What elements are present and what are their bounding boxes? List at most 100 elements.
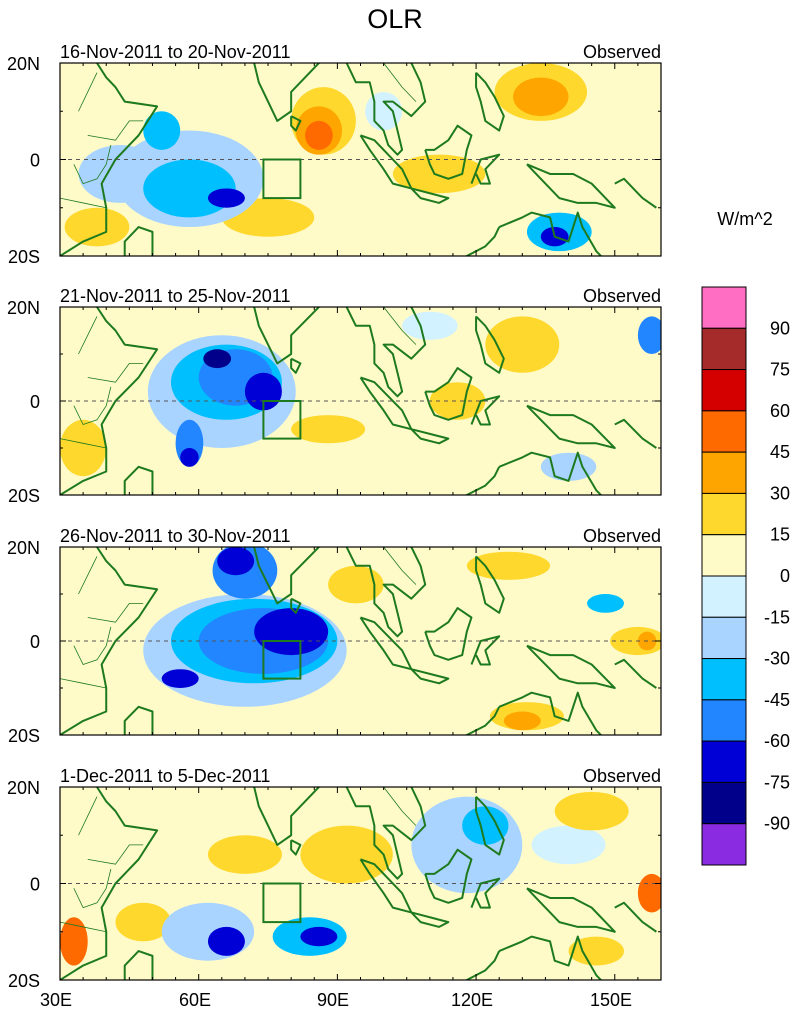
olr-field: [60, 763, 661, 980]
country-border: [78, 796, 98, 836]
country-border: [78, 316, 98, 355]
colorbar-label: 75: [770, 360, 790, 380]
olr-anomaly-cell: [429, 382, 486, 420]
coastline: [475, 71, 505, 132]
coastline: [424, 607, 473, 661]
colorbar-label: -90: [764, 814, 790, 834]
olr-field: [60, 63, 661, 256]
coastline: [252, 63, 427, 156]
lon-label-120e: 120E: [451, 990, 493, 1010]
map-panel: 1-Dec-2011 to 5-Dec-2011 Observed 20N 0 20S: [7, 763, 662, 991]
target-region-box: [262, 400, 302, 440]
coastline: [290, 357, 302, 374]
colorbar-label: 90: [770, 318, 790, 338]
lat-label: 20N: [7, 778, 40, 798]
colorbar-swatch: [701, 699, 747, 742]
lat-label: 20N: [7, 298, 40, 318]
olr-anomaly-cell: [328, 565, 384, 604]
coastline: [464, 466, 501, 495]
country-border: [383, 547, 417, 585]
coastlines: [60, 763, 657, 980]
country-border: [73, 626, 112, 665]
olr-anomaly-cell: [64, 207, 130, 247]
country-border: [60, 197, 107, 209]
coastline: [476, 284, 481, 298]
coastline: [526, 644, 616, 689]
olr-anomaly-cell: [60, 419, 107, 477]
coastline: [123, 226, 154, 256]
olr-field: [60, 547, 661, 735]
coastline: [475, 315, 505, 374]
coastline: [60, 787, 159, 980]
olr-anomaly-cell: [203, 349, 232, 369]
lat-label: 20S: [8, 486, 40, 506]
country-border: [87, 844, 144, 865]
olr-anomaly-cell: [300, 926, 338, 947]
country-border: [87, 120, 144, 141]
olr-anomaly-cell: [503, 711, 541, 731]
olr-anomaly-cell: [554, 791, 629, 831]
map-panels: 16-Nov-2011 to 20-Nov-2011 Observed 20N 0 20…: [7, 42, 662, 991]
coastline: [410, 668, 450, 685]
coastline: [123, 705, 154, 735]
figure-title: OLR: [367, 4, 423, 34]
country-border: [60, 921, 107, 933]
coastline: [251, 307, 427, 398]
colorbar-swatch: [701, 492, 747, 536]
lat-label: 0: [30, 875, 40, 895]
units-label: W/m^2: [717, 209, 772, 229]
panel-source-label: Observed: [583, 286, 661, 306]
coastline: [464, 706, 501, 735]
country-border: [383, 787, 417, 826]
coastlines: [60, 63, 657, 256]
colorbar-swatch: [701, 410, 747, 453]
coastline: [290, 597, 302, 614]
olr-anomaly-cell: [637, 316, 661, 354]
colorbar-swatch: [701, 575, 747, 618]
coastline: [498, 211, 603, 256]
olr-anomaly-cell: [143, 111, 181, 150]
olr-anomaly-cell: [513, 77, 569, 117]
olr-anomaly-cell: [161, 669, 199, 688]
olr-anomaly-cell: [462, 806, 509, 845]
coastline: [60, 63, 159, 256]
coastline: [410, 428, 450, 445]
olr-anomaly-cell: [254, 608, 329, 656]
olr-anomaly-cell: [531, 825, 606, 865]
coastline: [424, 367, 473, 421]
colorbar-swatch: [701, 369, 747, 412]
coastline: [526, 887, 616, 933]
lat-label: 20N: [7, 54, 40, 74]
coastline: [410, 187, 450, 204]
colorbar-label: -15: [764, 607, 790, 627]
lat-label: 20S: [8, 726, 40, 746]
coastline: [475, 795, 505, 856]
coastline: [476, 763, 481, 777]
lon-label-150e: 150E: [590, 990, 632, 1010]
colorbar-label: 45: [770, 442, 790, 462]
panel-source-label: Observed: [583, 766, 661, 786]
colorbar-swatch: [701, 534, 747, 577]
coastline: [464, 950, 501, 980]
target-region-box: [262, 158, 302, 200]
lon-label-60e: 60E: [179, 990, 211, 1010]
map-panel: 16-Nov-2011 to 20-Nov-2011 Observed 20N 0 20…: [7, 42, 662, 267]
olr-anomaly-cell: [60, 917, 88, 966]
colorbar-swatch: [701, 616, 747, 660]
colorbar-label: 0: [780, 566, 790, 586]
coastline: [410, 911, 450, 928]
coastlines: [60, 547, 657, 735]
lon-label-30e: 30E: [40, 990, 72, 1010]
olr-anomaly-cell: [305, 120, 333, 150]
panel-period: 26-Nov-2011 to 30-Nov-2011: [60, 526, 290, 546]
coastline: [470, 877, 501, 909]
olr-anomaly-cell: [143, 159, 236, 218]
coastlines: [60, 284, 657, 495]
olr-anomaly-cell: [161, 902, 255, 961]
coastline: [526, 404, 616, 449]
country-border: [60, 438, 107, 449]
lat-label: 20N: [7, 538, 40, 558]
coastline: [290, 115, 302, 132]
coastline: [614, 901, 657, 933]
coastline: [498, 935, 603, 980]
